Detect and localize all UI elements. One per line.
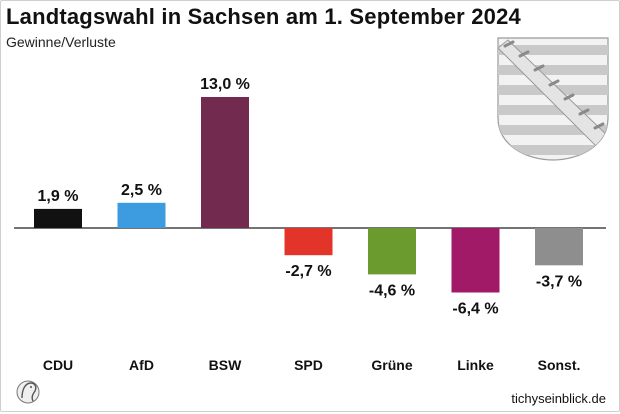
category-label-cdu: CDU xyxy=(43,357,73,373)
category-label-grne: Grüne xyxy=(371,357,412,373)
bar-linke xyxy=(451,228,500,293)
bar-afd xyxy=(117,202,166,228)
category-label-sonst: Sonst. xyxy=(538,357,581,373)
value-label-linke: -6,4 % xyxy=(452,301,498,318)
value-label-bsw: 13,0 % xyxy=(200,76,250,93)
bar-spd xyxy=(284,228,333,256)
bar-cdu xyxy=(34,208,82,228)
value-label-sonst: -3,7 % xyxy=(536,273,582,290)
chart-subtitle: Gewinne/Verluste xyxy=(6,34,116,50)
source-label: tichyseinblick.de xyxy=(511,391,606,406)
saxony-coat-of-arms-icon xyxy=(497,37,609,161)
bar-grne xyxy=(368,228,416,275)
value-label-spd: -2,7 % xyxy=(285,263,331,280)
category-label-linke: Linke xyxy=(457,357,494,373)
value-label-cdu: 1,9 % xyxy=(38,188,79,205)
category-label-bsw: BSW xyxy=(209,357,242,373)
value-label-afd: 2,5 % xyxy=(121,182,162,199)
bar-bsw xyxy=(201,97,249,228)
publisher-logo-icon xyxy=(16,380,40,404)
category-label-spd: SPD xyxy=(294,357,323,373)
bar-sonst xyxy=(535,228,583,266)
value-label-grne: -4,6 % xyxy=(369,282,415,299)
chart-title: Landtagswahl in Sachsen am 1. September … xyxy=(6,4,521,29)
category-label-afd: AfD xyxy=(129,357,154,373)
